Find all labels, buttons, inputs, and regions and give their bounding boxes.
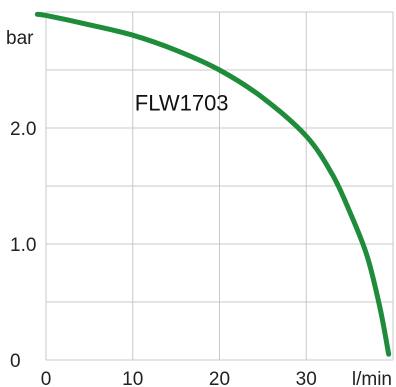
label-layer: bar 0 1.0 2.0 0 10 20 30 l/min FLW1703	[6, 28, 392, 387]
x-tick-label-3: 30	[296, 369, 317, 387]
series-annotation-0: FLW1703	[135, 91, 229, 116]
series-line-flw1703	[34, 11, 392, 357]
x-tick-label-2: 20	[209, 369, 230, 387]
y-tick-label-2: 2.0	[10, 119, 36, 140]
y-tick-label-1: 1.0	[10, 235, 36, 256]
curve-layer	[34, 11, 392, 357]
x-tick-label-1: 10	[122, 369, 143, 387]
y-tick-label-0: 0	[10, 351, 21, 372]
x-tick-label-0: 0	[41, 369, 52, 387]
x-axis-label: l/min	[352, 369, 392, 387]
y-axis-label: bar	[6, 28, 34, 49]
